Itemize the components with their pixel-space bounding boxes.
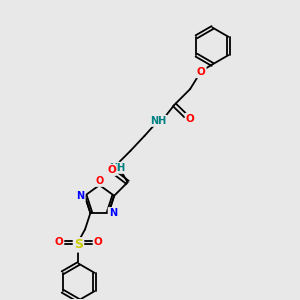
Text: NH: NH xyxy=(109,163,125,173)
Text: O: O xyxy=(95,176,104,186)
Text: NH: NH xyxy=(150,116,167,126)
Text: N: N xyxy=(76,191,85,201)
Text: O: O xyxy=(107,165,116,175)
Text: O: O xyxy=(94,238,103,248)
Text: O: O xyxy=(55,238,63,248)
Text: O: O xyxy=(197,67,206,77)
Text: O: O xyxy=(186,114,194,124)
Text: S: S xyxy=(74,238,83,251)
Text: N: N xyxy=(109,208,117,218)
